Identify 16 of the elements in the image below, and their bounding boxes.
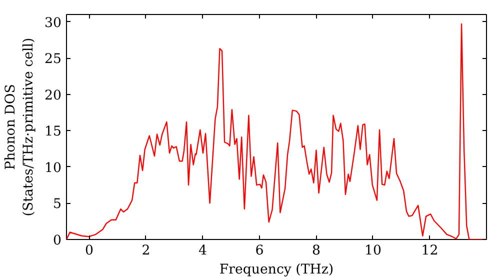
x-tick-label: 6 — [255, 244, 264, 258]
y-tick-label: 25 — [44, 52, 62, 68]
y-tick-label: 10 — [44, 160, 62, 176]
x-tick-label: 4 — [198, 244, 207, 258]
x-tick-label: 2 — [142, 244, 150, 258]
x-tick-label: 10 — [364, 244, 382, 258]
y-tick-label: 5 — [53, 197, 62, 212]
x-tick-label: 8 — [312, 244, 320, 258]
x-axis-title: Frequency (THz) — [219, 262, 334, 278]
x-tick-label: 0 — [84, 244, 94, 258]
y-tick-label: 15 — [44, 124, 62, 140]
x-tick-label: 12 — [421, 244, 438, 258]
y-tick-label: 0 — [53, 234, 62, 248]
y-tick-label: 20 — [44, 88, 62, 104]
y-tick-label: 30 — [44, 16, 62, 31]
y-axis-title: Phonon DOS (States/THz·primitive cell) — [4, 38, 37, 216]
